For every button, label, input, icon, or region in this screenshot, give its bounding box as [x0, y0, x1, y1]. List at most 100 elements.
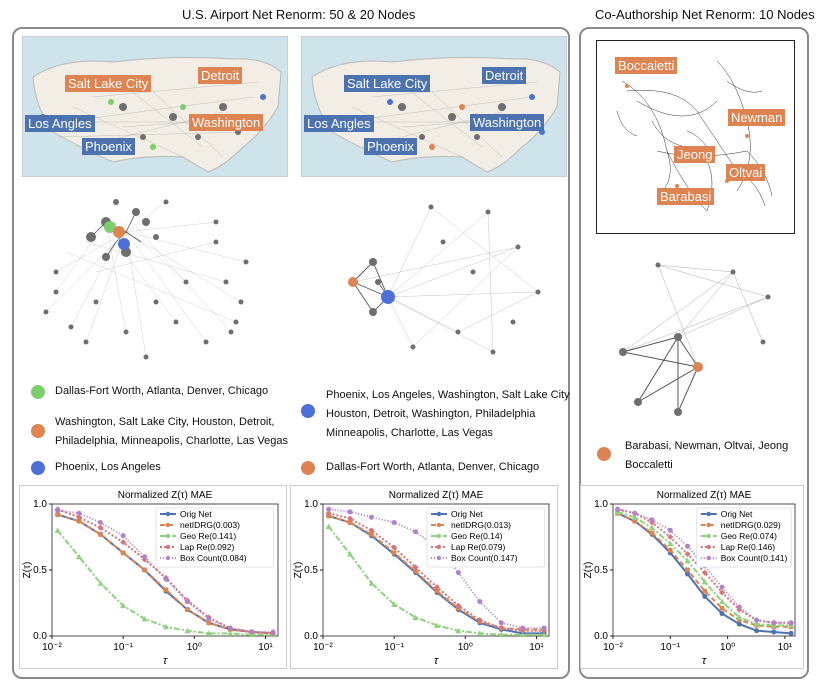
data-point — [54, 527, 61, 533]
data-point — [615, 506, 621, 512]
map-label-phoenix: Phoenix — [364, 138, 417, 155]
y-tick-label: 0.5 — [33, 565, 47, 576]
legend-marker — [165, 555, 171, 561]
x-tick-label: 10⁻² — [603, 642, 623, 653]
data-point — [477, 599, 483, 605]
legend-label: Geo Re(0.141) — [180, 531, 236, 541]
coauthorship-network-10-graphic — [619, 262, 771, 416]
data-point — [541, 631, 548, 638]
coauthorship-network-10-nodes — [598, 247, 792, 427]
author-label-boccaletti: Boccaletti — [615, 57, 678, 74]
data-point — [684, 551, 691, 558]
legend-label: Lap Re(0.079) — [451, 542, 506, 552]
data-point — [325, 523, 332, 529]
data-point — [347, 520, 353, 525]
data-point — [391, 550, 397, 556]
data-point — [736, 614, 743, 621]
data-point — [249, 629, 255, 635]
y-tick-label: 1.0 — [33, 499, 47, 510]
y-axis-label: Z(τ) — [583, 562, 594, 579]
legend-marker — [165, 522, 171, 528]
legend-left-orange-text-2: Philadelphia, Minneapolis, Charlotte, La… — [55, 435, 288, 447]
data-point — [368, 580, 375, 586]
airport-network-50-nodes — [26, 182, 266, 368]
x-tick-label: 10⁻¹ — [384, 642, 404, 653]
map-label-salt-lake-city: Salt Lake City — [344, 75, 431, 92]
data-point — [649, 517, 655, 523]
x-tick-label: 10⁻¹ — [660, 642, 680, 653]
data-point — [701, 578, 708, 585]
data-point — [433, 622, 440, 628]
y-tick-label: 1.0 — [594, 499, 608, 510]
us-map-left-graphic — [32, 57, 282, 173]
legend-orange-dot — [31, 424, 45, 438]
data-point — [519, 631, 526, 638]
map-label-washington: Washington — [470, 114, 545, 131]
data-point — [685, 567, 690, 573]
data-point — [753, 621, 760, 627]
legend-label: Orig Net — [451, 509, 483, 519]
us-map-left: Salt Lake City Detroit Los Angles Washin… — [22, 36, 288, 177]
data-point — [736, 604, 742, 610]
data-point — [685, 571, 691, 577]
data-point — [632, 510, 638, 516]
x-tick-label: 10¹ — [529, 642, 544, 653]
data-point — [325, 510, 332, 517]
data-point — [667, 534, 674, 540]
data-point — [347, 551, 354, 557]
data-point — [434, 588, 440, 594]
legend-marker — [706, 533, 711, 539]
data-point — [737, 617, 742, 623]
author-label-oltvai: Oltvai — [726, 164, 766, 181]
data-point — [498, 625, 505, 632]
data-point — [97, 519, 103, 525]
data-point — [667, 527, 673, 533]
data-point — [719, 611, 725, 617]
data-point — [76, 553, 83, 560]
series-line — [617, 512, 792, 628]
y-axis-label: Z(τ) — [22, 562, 33, 579]
y-tick-label: 0.5 — [304, 565, 318, 576]
legend-marker — [706, 511, 711, 517]
legend-box — [696, 507, 792, 568]
x-tick-label: 10⁰ — [458, 642, 473, 653]
legend-label: netIDRG(0.029) — [721, 520, 781, 530]
data-point — [649, 524, 656, 531]
airport-network-20-graphic — [348, 204, 541, 355]
us-map-right: Salt Lake City Detroit Los Angles Washin… — [301, 36, 567, 177]
data-point — [476, 630, 483, 636]
data-point — [369, 532, 374, 537]
data-point — [719, 584, 725, 590]
data-point — [719, 605, 725, 611]
data-point — [97, 580, 104, 586]
x-tick-label: 10⁰ — [187, 642, 202, 653]
data-point — [368, 514, 374, 520]
data-point — [668, 547, 673, 553]
data-point — [97, 524, 104, 531]
legend-middle-blue-dot — [301, 404, 315, 418]
x-tick-label: 10⁻² — [313, 642, 333, 653]
coauthorship-network-image: Boccaletti Newman Jeong Oltvai Barabasi — [596, 40, 795, 234]
data-point — [120, 539, 127, 546]
legend-right-orange-dot — [597, 447, 611, 461]
legend-middle-blue-text-2: Minneapolis, Charlotte, Las Vegas — [326, 427, 493, 439]
data-point — [227, 625, 233, 631]
legend-middle-orange-text: Dallas-Fort Worth, Atlanta, Denver, Chic… — [326, 461, 540, 473]
data-point — [771, 629, 777, 635]
legend-green-dot — [31, 385, 45, 399]
data-point — [541, 627, 548, 634]
legend-left-orange-text-1: Washington, Salt Lake City, Houston, Det… — [55, 416, 275, 428]
airport-panel-frame — [12, 27, 570, 679]
map-label-detroit: Detroit — [482, 67, 527, 84]
data-point — [227, 630, 234, 636]
data-point — [754, 617, 760, 623]
chart-right-svg: Normalized Z(τ) MAE 0.0 0.5 1.0 10⁻² 10⁻¹ 10⁰ 1… — [583, 490, 796, 667]
x-tick-label: 10¹ — [778, 642, 793, 653]
chart-middle-svg: Normalized Z(τ) MAE 0.0 0.5 1.0 10⁻² 10⁻¹ 10⁰ 1… — [293, 490, 550, 667]
legend-label: netIDRG(0.003) — [180, 520, 240, 530]
data-point — [788, 630, 794, 636]
legend-marker — [436, 533, 442, 539]
data-point — [142, 567, 147, 573]
x-axis-label: τ — [434, 655, 439, 667]
us-map-right-graphic — [311, 57, 561, 173]
